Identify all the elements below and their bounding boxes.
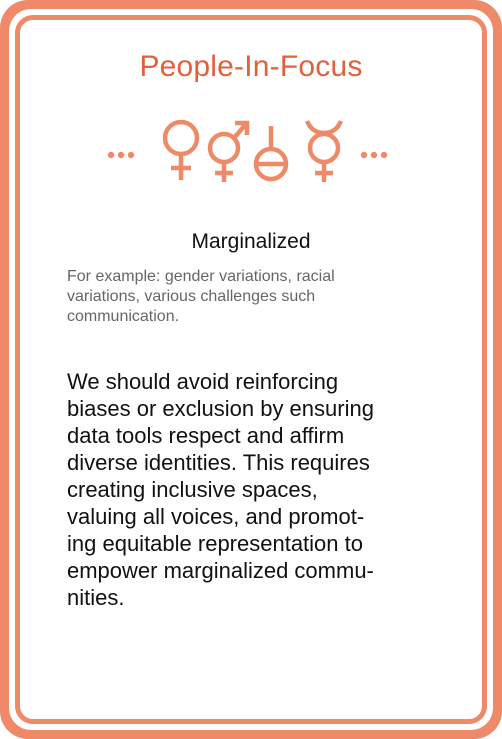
body-line: biases or exclusion by ensuring	[67, 396, 374, 421]
neutrois-symbol-icon	[253, 126, 289, 182]
body-line: valuing all voices, and promot-	[67, 504, 365, 529]
card-inner-border	[15, 15, 487, 724]
transgender-symbol-icon	[207, 120, 250, 182]
female-symbol-icon	[162, 119, 200, 180]
card-subtitle: Marginalized	[191, 230, 311, 253]
body-line: diverse identities. This requires	[67, 450, 370, 475]
ellipsis-icon	[360, 151, 388, 159]
body-line: We should avoid reinforcing	[67, 369, 339, 394]
card-title: People-In-Focus	[139, 50, 363, 83]
body-line: ing equitable representation to	[67, 531, 363, 556]
body-line: nities.	[67, 585, 125, 610]
example-line: variations, various challenges such	[67, 288, 316, 305]
example-text: For example: gender variations, racial v…	[67, 267, 417, 327]
body-line: data tools respect and affirm	[67, 423, 345, 448]
body-line: empower marginalized commu-	[67, 558, 374, 583]
hermaphrodite-symbol-icon	[304, 120, 344, 182]
body-text: We should avoid reinforcing biases or ex…	[67, 368, 429, 611]
body-line: creating inclusive spaces,	[67, 477, 318, 502]
example-line: communication.	[67, 308, 180, 325]
example-line: For example: gender variations, racial	[67, 268, 335, 285]
ellipsis-icon	[107, 151, 135, 159]
gender-symbols-row	[107, 119, 388, 182]
